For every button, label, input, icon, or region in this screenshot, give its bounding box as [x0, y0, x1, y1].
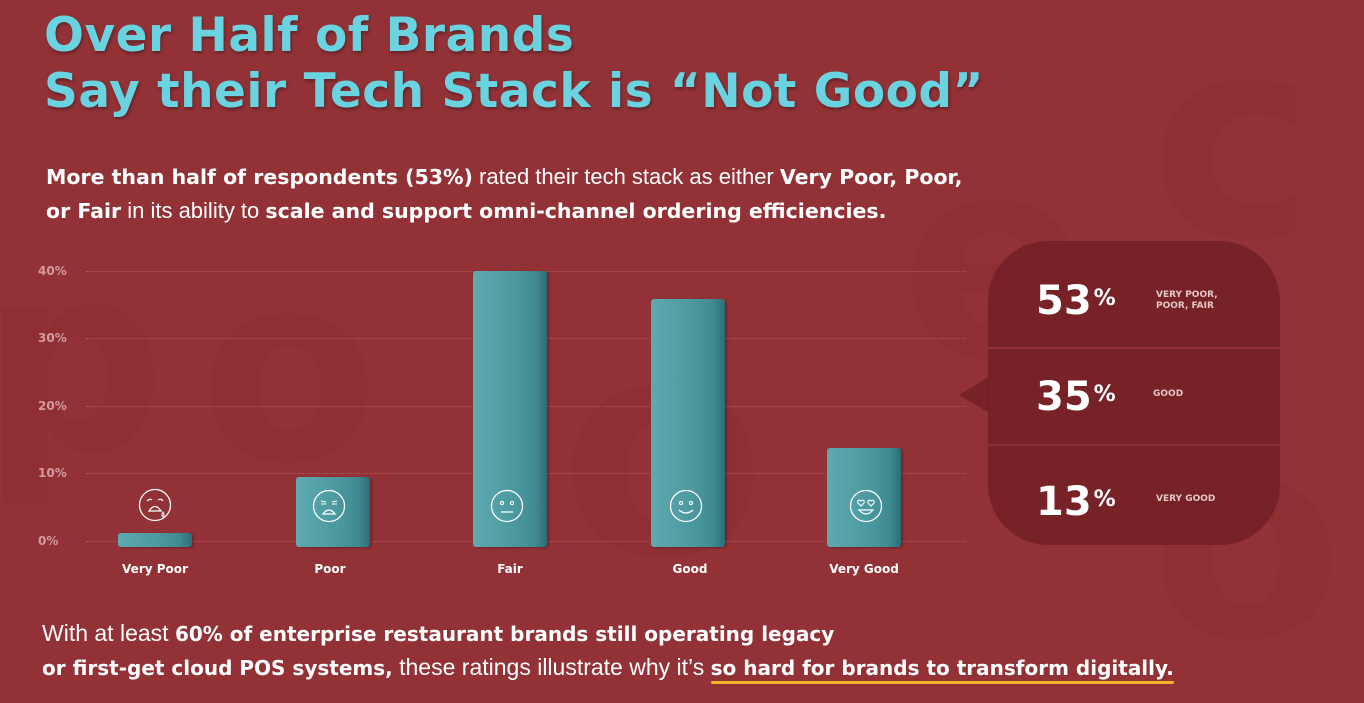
crying-face-icon — [138, 488, 172, 522]
subtitle-text-1: rated their tech stack as either — [472, 164, 780, 189]
panel-pointer — [959, 377, 989, 413]
footer-bold-1: 60% of enterprise restaurant brands stil… — [174, 622, 835, 646]
y-tick-label: 0% — [38, 534, 59, 548]
stat-value-very-good: 13% — [1036, 479, 1116, 525]
page-title: Over Half of Brands Say their Tech Stack… — [44, 8, 984, 120]
y-tick-label: 10% — [38, 466, 67, 480]
x-label-poor: Poor — [314, 562, 346, 576]
stat-label-very-good: VERY GOOD — [1156, 494, 1216, 504]
y-tick-label: 40% — [38, 264, 67, 278]
x-label-very-good: Very Good — [829, 562, 899, 576]
x-label-fair: Fair — [497, 562, 523, 576]
panel-divider — [988, 347, 1280, 349]
subtitle-bold-1: More than half of respondents (53%) — [46, 165, 473, 189]
subtitle-text-2: in its ability to — [121, 198, 266, 223]
footer-text-2: these ratings illustrate why it’s — [392, 654, 711, 680]
footer-bold-2: or first-get cloud POS systems, — [42, 656, 393, 680]
subtitle-bold-3: or Fair — [46, 199, 122, 223]
neutral-face-icon — [490, 489, 524, 523]
subtitle-bold-2: Very Poor, Poor, — [779, 165, 963, 189]
bar-fair — [473, 271, 547, 547]
subtitle: More than half of respondents (53%) rate… — [46, 160, 1026, 228]
y-tick-label: 20% — [38, 399, 67, 413]
weary-face-icon — [312, 489, 346, 523]
stat-value-good: 35% — [1036, 374, 1116, 420]
footer-text: With at least 60% of enterprise restaura… — [42, 617, 1174, 685]
y-tick-label: 30% — [38, 331, 67, 345]
footer-highlight: so hard for brands to transform digitall… — [710, 656, 1174, 680]
stat-value-not-good: 53% — [1036, 278, 1116, 324]
x-label-good: Good — [672, 562, 708, 576]
stat-label-not-good: VERY POOR, POOR, FAIR — [1156, 290, 1218, 311]
subtitle-bold-4: scale and support omni-channel ordering … — [265, 199, 887, 223]
title-line-1: Over Half of Brands — [44, 8, 575, 63]
bar-good — [651, 299, 725, 547]
x-label-very-poor: Very Poor — [122, 562, 188, 576]
footer-text-1: With at least — [42, 620, 175, 646]
summary-panel-bg — [988, 241, 1280, 545]
bar-very-good — [827, 448, 901, 547]
heart-eyes-face-icon — [849, 489, 883, 523]
title-line-2: Say their Tech Stack is “Not Good” — [44, 64, 984, 119]
bar-very-poor — [118, 533, 192, 547]
smiling-face-icon — [669, 489, 703, 523]
panel-divider — [988, 444, 1280, 446]
stat-label-good: GOOD — [1153, 389, 1184, 399]
